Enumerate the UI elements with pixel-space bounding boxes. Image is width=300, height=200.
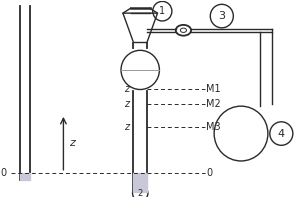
Text: 0: 0 <box>206 168 213 178</box>
Text: 1: 1 <box>159 6 165 16</box>
Text: M2: M2 <box>206 99 221 109</box>
Text: z: z <box>69 138 75 148</box>
Text: z: z <box>124 84 129 94</box>
Text: z: z <box>124 122 129 132</box>
Text: 0: 0 <box>1 168 7 178</box>
Text: 4: 4 <box>278 129 285 139</box>
Text: M3: M3 <box>206 122 221 132</box>
Text: 2: 2 <box>138 189 143 198</box>
Text: z: z <box>124 99 129 109</box>
Text: M1: M1 <box>206 84 221 94</box>
Text: 3: 3 <box>218 11 225 21</box>
